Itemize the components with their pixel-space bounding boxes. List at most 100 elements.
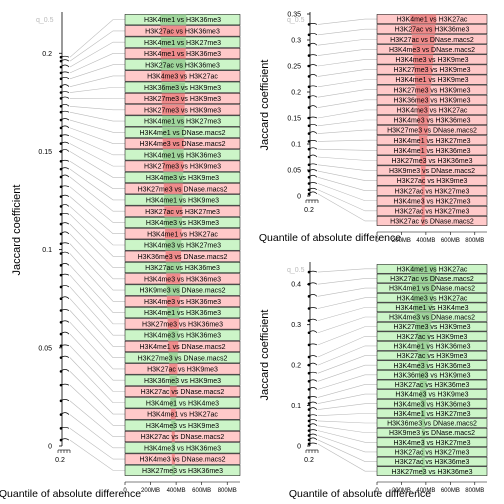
bar-label: H3K27me3 vs DNase.macs2 [138,186,228,193]
y-tick-label: 0.1 [291,403,301,410]
bar-row [376,418,488,428]
connector-line [317,413,377,416]
curve-line [60,96,70,99]
bar-row [376,94,488,105]
connector-line [69,298,125,347]
bar-label: H3K4me1 vs H3K27ac [397,17,468,24]
bar-fill [412,293,434,303]
bar-label: H3K27ac vs DNase.macs2 [390,276,474,283]
bar-row [376,205,488,216]
curve-line [60,222,70,225]
x-tick-label: 0.2 [55,457,65,464]
bar-axis-tick-label: 600MB [441,488,460,494]
curve-line [308,362,318,366]
bar-fill [161,93,185,104]
bar-fill [421,186,425,196]
bar-fill [415,322,431,332]
connector-line [317,355,377,374]
curve-line [308,54,318,56]
bar-label: H3K4me3 vs H3K36me3 [144,333,221,340]
bar-fill [417,115,429,125]
bar-fill [168,352,178,363]
y-tick-label: 0 [48,444,52,451]
connector-line [317,435,377,453]
bar-fill [421,428,425,438]
curve-line [60,118,70,121]
curve-line [60,242,70,245]
y-tick-label: 0.15 [38,149,52,156]
connector-line [69,105,125,111]
bar-fill [412,44,434,54]
curve-line [60,355,70,358]
data-point [307,343,311,347]
curve-line [308,371,318,374]
curve-line [308,442,318,445]
bar-row [376,195,488,206]
bar-row [376,389,488,399]
bar-label: H3K4me3 vs H3K27me3 [393,198,470,205]
bar-label: H3K27me3 vs DNase.macs2 [138,355,228,362]
connector-line [317,139,377,142]
curve-line [308,396,318,398]
connector-line [317,183,377,202]
bar-label: H3K27ac vs H3K27me3 [395,450,470,457]
connector-line [69,310,125,358]
bar-row [124,205,241,217]
curve-line [308,23,318,25]
curve-line [308,131,318,134]
bar-label: H3K4me3 vs H3K27me3 [144,243,221,250]
y-tick-label: 0.15 [287,116,301,123]
y-tick-label: 0.1 [42,247,52,254]
bar-label: H3K4me3 vs H3K36me3 [393,118,470,125]
connector-line [317,384,377,398]
bar-axis-tick-label: 800MB [465,488,484,494]
data-point [307,270,311,274]
bar-fill [421,206,425,216]
bar-label: H3K27ac vs H3K36me3 [145,29,220,36]
connector-line [317,425,377,433]
bar-fill [416,331,430,341]
bar-label: H3K4me1 vs H3K36me3 [144,310,221,317]
connector-line [69,384,125,426]
connector-line [69,176,125,212]
curve-line [308,85,318,88]
connector-line [69,223,125,268]
connector-line [69,119,125,133]
bar-row [376,175,488,186]
bar-label: H3K4me1 vs H3K27ac [147,231,218,238]
connector-line [317,164,377,171]
curve-line [60,125,70,129]
bar-fill [421,418,426,428]
bar-row [376,312,488,322]
curve-line [60,231,70,235]
bar-row [124,408,241,420]
bar-row [124,363,241,375]
bar-label: H3K4me3 vs H3K9me3 [146,423,219,430]
connector-line [317,307,377,321]
bar-label: H3K4me1 vs H3K4me3 [146,400,219,407]
bar-label: H3K4me3 vs H3K9me3 [146,175,219,182]
bar-fill [163,160,184,172]
connector-line [317,99,377,108]
bar-axis-tick-label: 800MB [465,238,484,244]
bar-fill [420,408,426,418]
bar-label: H3K27me3 vs H3K9me3 [144,107,221,114]
panel-top-right: q_0.5 0 0.05 0.1 0.15 0.2 0.25 0.3 0.35 0.2 Jaccar… [259,12,488,244]
bar-row [124,442,241,454]
curve-line [308,95,318,98]
curve-line [60,110,70,113]
bar-label: H3K4me3 vs H3K9me3 [146,220,219,227]
bar-label: H3K27ac vs DNase.macs2 [390,37,474,44]
bar-fill [419,145,427,155]
y-axis-label: Jaccard coefficient [11,185,23,276]
curve-line [308,330,318,334]
bar-fill [410,274,436,283]
quantile-label: q_0.5 [287,17,305,24]
bar-label: H3K4me1 vs H3K27me3 [393,411,470,418]
bar-label: H3K4me1 vs H3K27ac [147,412,218,419]
curve-line [308,387,318,390]
curve-line [60,331,70,335]
bar-fill [160,14,187,25]
x-tick-label: 0.2 [304,457,314,464]
curve-line [308,140,318,142]
